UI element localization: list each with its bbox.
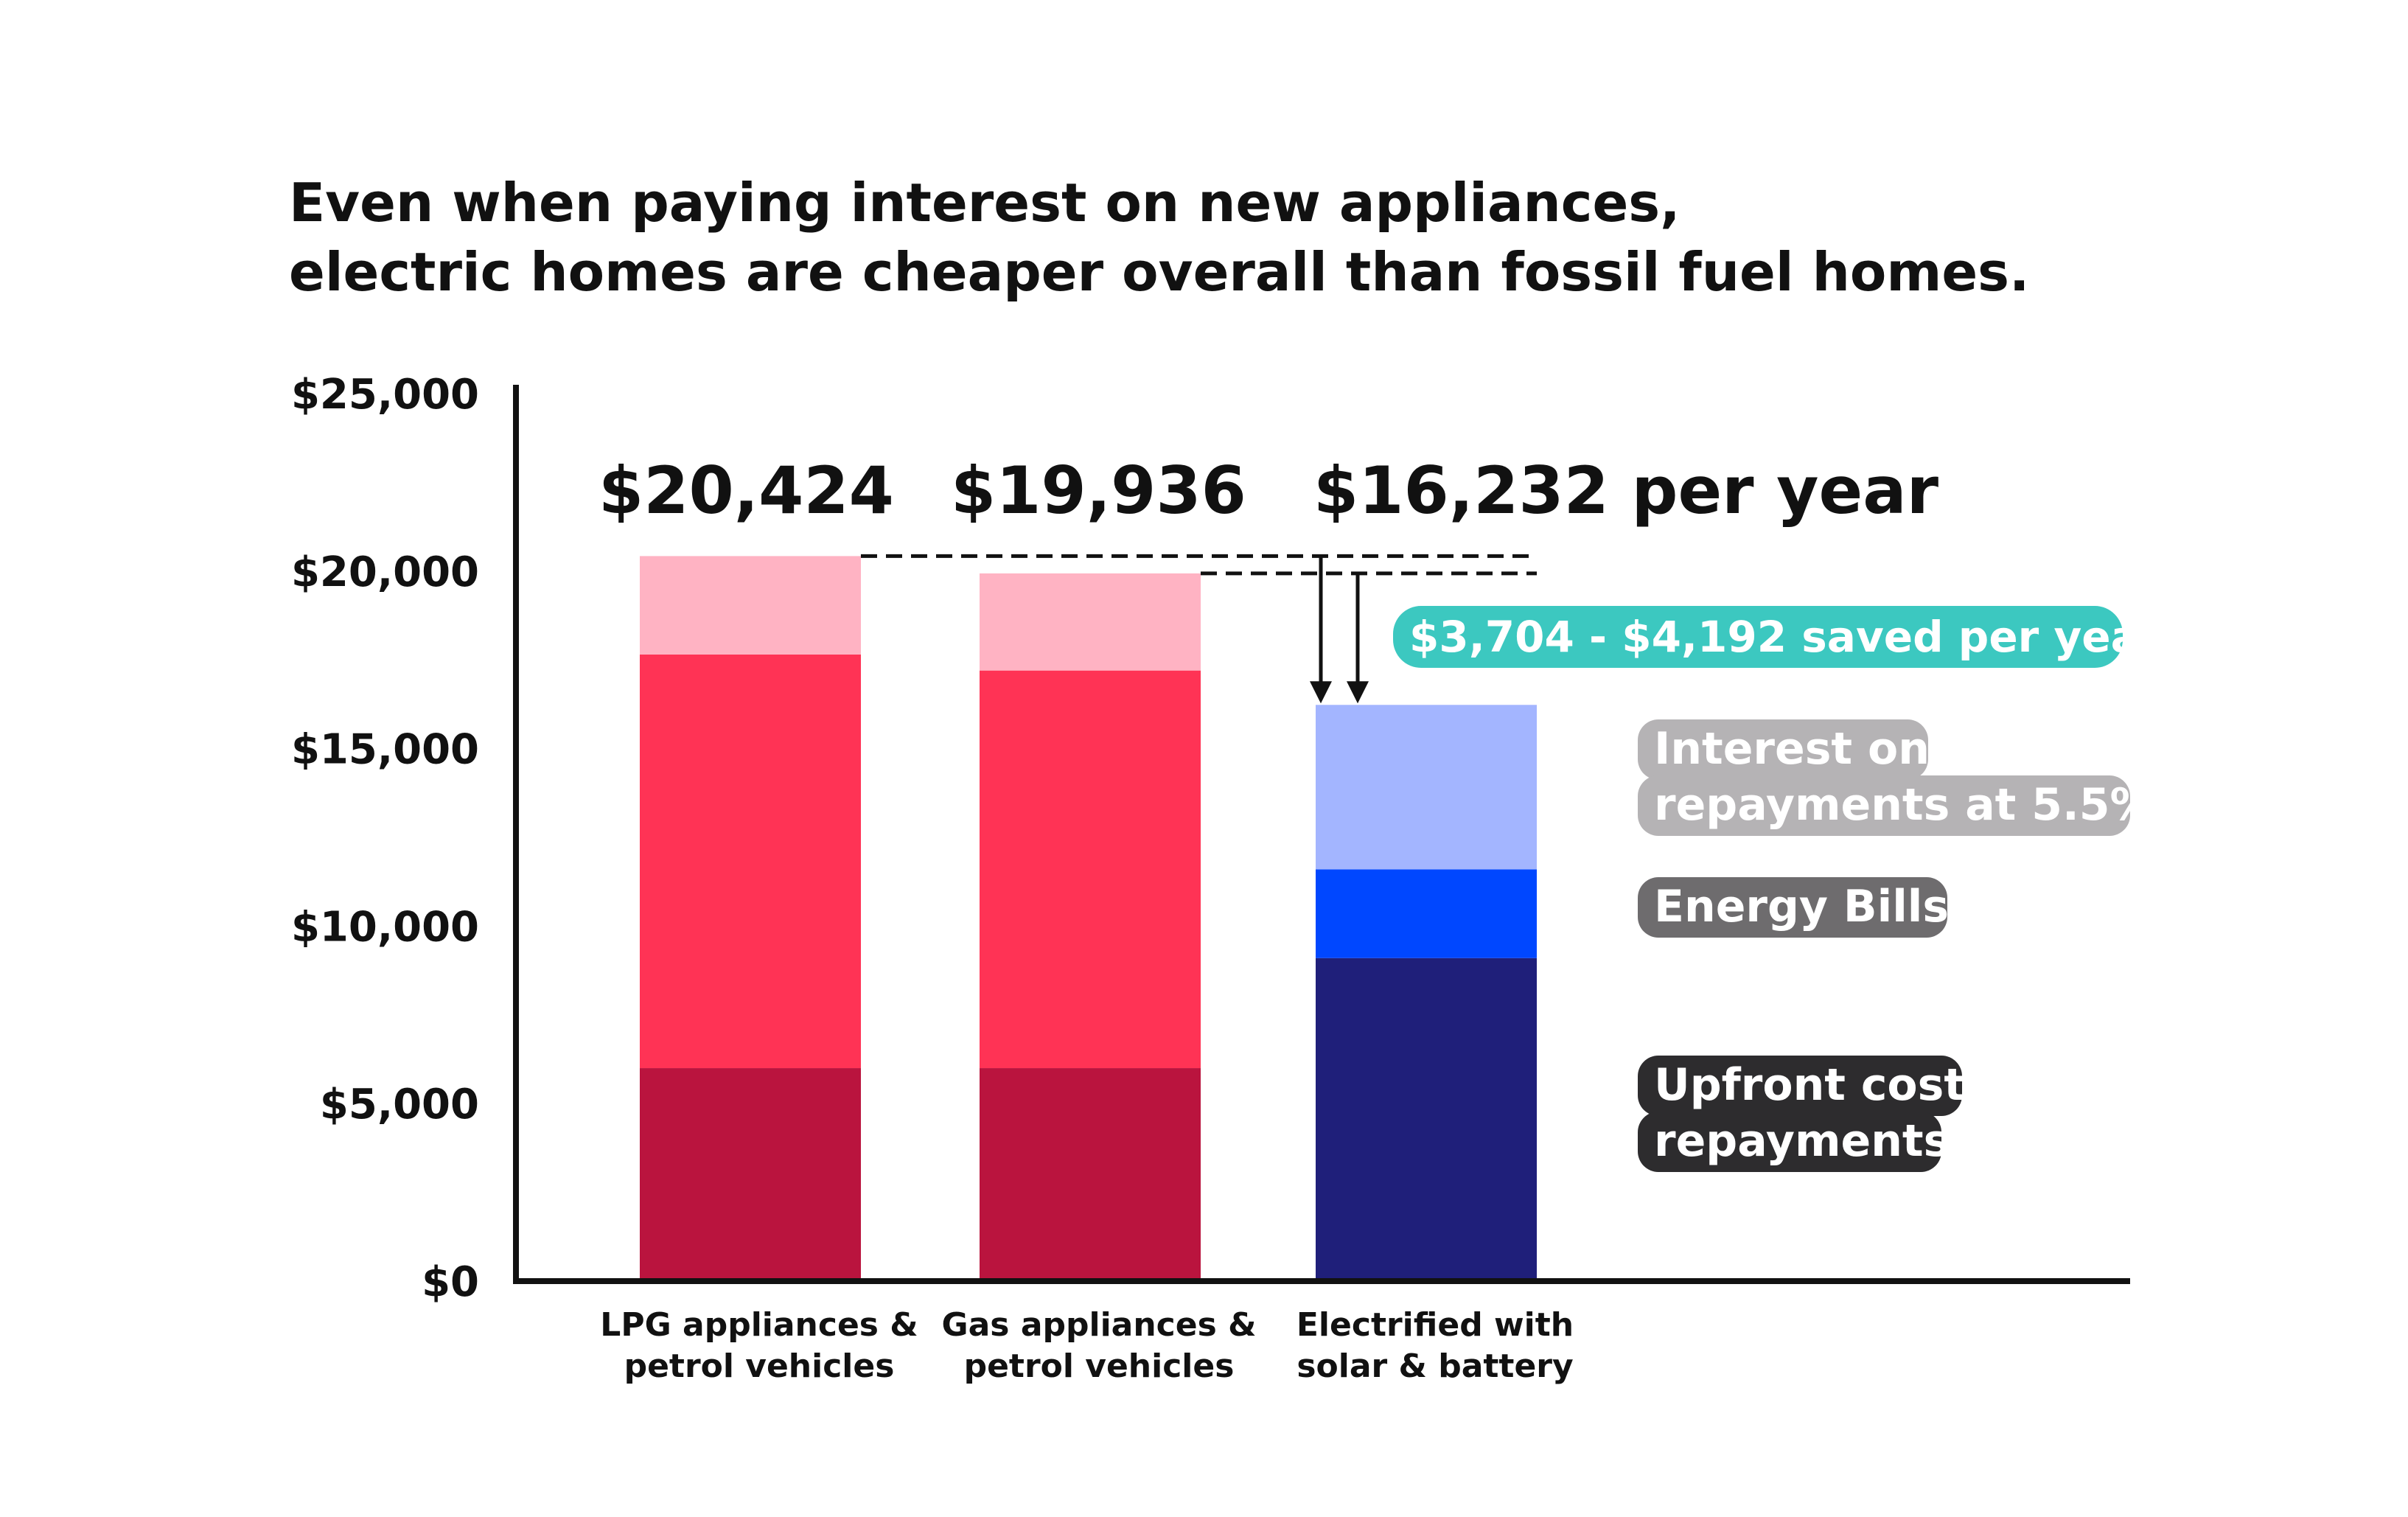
chart-title-line-1: Even when paying interest on new applian… <box>289 172 1681 234</box>
bar-segment-1-2 <box>980 573 1201 671</box>
bar-segment-2-1 <box>1316 869 1537 958</box>
legend-tag-bg <box>1638 1112 1941 1172</box>
y-tick-label: $5,000 <box>320 1081 479 1129</box>
bar-total-label: $16,232 per year <box>1313 453 1939 529</box>
savings-arrow-head <box>1347 681 1369 704</box>
legend-tag-text: Upfront cost <box>1654 1059 1965 1111</box>
legend-tag-text: Energy Bills <box>1654 881 1949 932</box>
savings-arrow-head <box>1310 681 1332 704</box>
bar-segment-2-2 <box>1316 705 1537 870</box>
x-category-label: petrol vehicles <box>624 1347 895 1385</box>
savings-annotation-bg <box>1393 606 2123 668</box>
legend-tag-text: Interest on <box>1654 723 1930 775</box>
y-tick-label: $15,000 <box>291 726 479 774</box>
x-category-label: solar & battery <box>1297 1347 1573 1385</box>
y-tick-label: $20,000 <box>291 548 479 596</box>
x-category-label: petrol vehicles <box>964 1347 1235 1385</box>
bar-total-label: $20,424 <box>598 453 894 529</box>
legend-tag-text: repayments at 5.5% <box>1654 779 2154 831</box>
chart-title-line-2: electric homes are cheaper overall than … <box>289 241 2029 303</box>
y-tick-label: $25,000 <box>291 371 479 419</box>
x-category-label: Electrified with <box>1297 1306 1574 1344</box>
x-category-label: LPG appliances & <box>600 1306 918 1344</box>
bar-segment-0-2 <box>640 556 861 655</box>
bar-segment-0-0 <box>640 1068 861 1281</box>
legend-tag-bg <box>1638 1056 1962 1116</box>
savings-annotation-text: $3,704 - $4,192 saved per year <box>1409 612 2161 662</box>
bar-segment-0-1 <box>640 654 861 1069</box>
plot-area: $0 $5,000 $10,000 $15,000 $20,000 $25,000 LPG … <box>291 371 2161 1385</box>
y-tick-label: $10,000 <box>291 903 479 951</box>
bar-segment-2-0 <box>1316 958 1537 1281</box>
bar-total-label: $19,936 <box>951 453 1246 529</box>
legend-tag-bg <box>1638 877 1947 938</box>
y-tick-label: $0 <box>422 1258 479 1306</box>
x-category-label: Gas appliances & <box>942 1306 1257 1344</box>
legend-tag-bg <box>1638 775 2130 836</box>
bar-segment-1-0 <box>980 1068 1201 1281</box>
bar-segment-1-1 <box>980 670 1201 1069</box>
legend-tag-text: repayments <box>1654 1115 1950 1167</box>
legend-tag-bg <box>1638 719 1928 780</box>
